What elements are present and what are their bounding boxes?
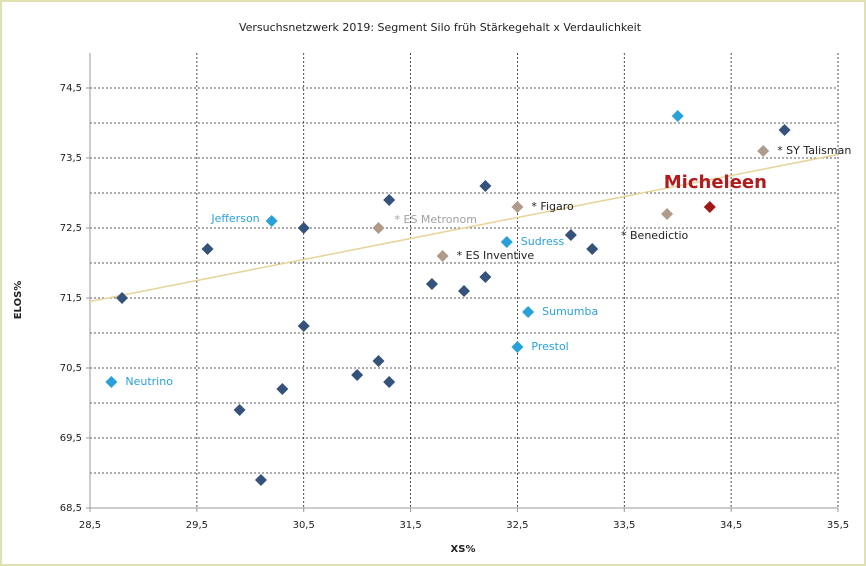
x-tick-label: 35,5 [827,520,849,531]
data-point [372,355,385,367]
x-tick-label: 28,5 [79,520,101,531]
data-point [479,180,492,192]
point-label: * Benedictio [621,229,689,242]
point-label: * ES Inventive [457,249,535,262]
x-tick-label: 34,5 [720,520,742,531]
data-point [586,243,599,255]
data-point [511,201,524,213]
data-point [351,369,364,381]
data-point [372,222,385,234]
y-tick-label: 73,5 [60,153,82,164]
data-point [436,250,449,262]
trendline [89,153,839,303]
data-point [265,215,278,227]
chart-title: Versuchsnetzwerk 2019: Segment Silo früh… [239,21,642,34]
data-point [500,236,513,248]
point-label: Micheleen [664,172,767,193]
data-point [383,376,396,388]
data-point [105,376,118,388]
data-point [383,194,396,206]
y-tick-label: 68,5 [60,503,82,514]
data-point [201,243,214,255]
data-point [522,306,535,318]
y-axis-title: ELOS% [13,281,24,320]
data-point [479,271,492,283]
data-point [778,124,791,136]
data-point [297,222,310,234]
data-point [254,474,267,486]
point-label: Sudress [521,235,565,248]
point-label: * ES Metronom [395,213,477,226]
point-label: Neutrino [125,375,173,388]
data-point [276,383,289,395]
x-tick-label: 33,5 [613,520,635,531]
data-point [757,145,770,157]
point-label: Prestol [531,340,568,353]
data-point [564,229,577,241]
x-tick-label: 29,5 [186,520,208,531]
x-axis-title: XS% [451,544,476,555]
data-point [233,404,246,416]
point-label: * SY Talisman [777,144,851,157]
y-tick-label: 69,5 [60,433,82,444]
y-tick-label: 71,5 [60,293,82,304]
data-point [661,208,674,220]
data-point [116,292,129,304]
y-tick-label: 74,5 [60,83,82,94]
x-tick-label: 31,5 [399,520,421,531]
data-point [297,320,310,332]
y-tick-label: 72,5 [60,223,82,234]
data-point [458,285,470,297]
point-label: Jefferson [210,212,259,225]
data-point [511,341,524,353]
data-point [425,278,438,290]
data-point [671,110,684,122]
point-label: Sumumba [542,305,598,318]
x-tick-label: 30,5 [293,520,315,531]
x-tick-label: 32,5 [506,520,528,531]
point-label: * Figaro [531,200,574,213]
y-tick-label: 70,5 [60,363,82,374]
data-point [703,201,716,213]
